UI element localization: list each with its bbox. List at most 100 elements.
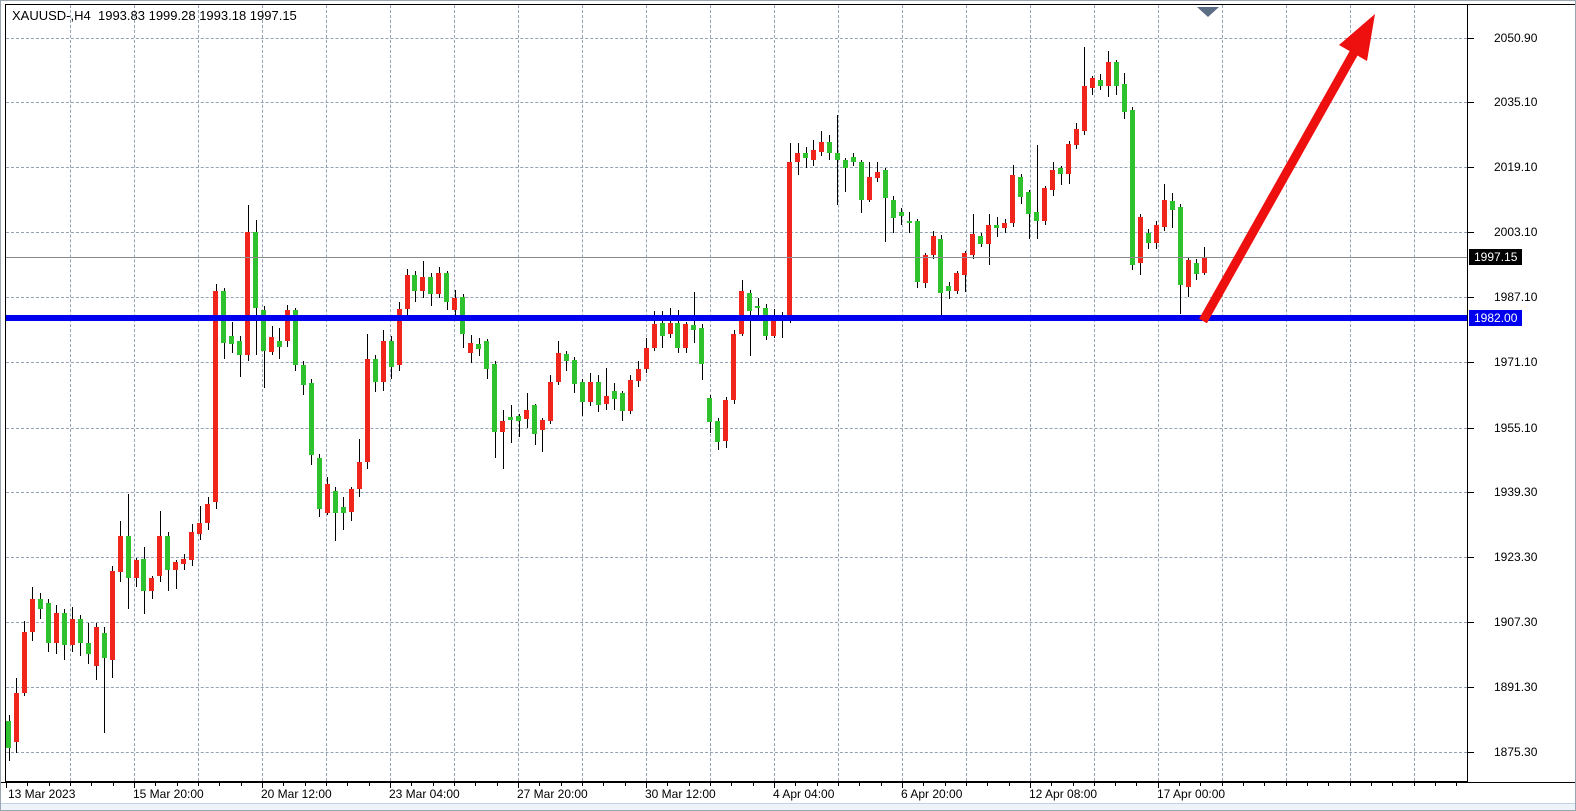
time-tick — [1349, 783, 1351, 786]
candle-up — [1002, 222, 1008, 228]
time-tick — [496, 783, 498, 786]
candle-up — [970, 233, 976, 256]
time-tick — [773, 783, 775, 788]
candle-up — [133, 560, 139, 579]
time-axis[interactable]: 13 Mar 2023 15 Mar 20:00 20 Mar 12:00 23 Ma… — [1, 782, 1575, 803]
candle-wick — [885, 167, 887, 243]
candle-up — [404, 275, 410, 310]
price-tick — [1468, 621, 1474, 623]
candle-down — [276, 340, 282, 347]
candle-down — [165, 535, 171, 571]
candle-down — [755, 305, 761, 308]
price-tick — [1468, 38, 1474, 39]
v-gridline — [1414, 5, 1415, 781]
candle-down — [595, 381, 601, 406]
price-label: 1955.10 — [1494, 420, 1538, 435]
candle-up — [739, 290, 745, 334]
candle-up — [1201, 256, 1207, 273]
candle-up — [1081, 85, 1087, 131]
price-axis[interactable]: 2050.90 2035.10 2019.10 2003.10 1987.10 1971.… — [1468, 4, 1575, 782]
time-tick — [859, 783, 861, 786]
time-tick — [91, 783, 93, 786]
price-tick — [1468, 362, 1474, 364]
time-tick — [1285, 783, 1287, 786]
price-tick — [1468, 427, 1474, 429]
time-tick — [1157, 783, 1159, 788]
candle-down — [675, 323, 681, 348]
candle-wick — [901, 208, 903, 225]
candle-down — [484, 341, 490, 370]
time-tick — [709, 783, 711, 786]
time-label: 6 Apr 20:00 — [901, 787, 963, 801]
time-tick — [987, 783, 989, 786]
candle-up — [723, 400, 729, 441]
candle-down — [938, 238, 944, 293]
candle-down — [747, 292, 753, 312]
candle-down — [1177, 206, 1183, 285]
time-tick — [48, 783, 50, 786]
time-tick — [240, 783, 242, 786]
candle-up — [930, 235, 936, 256]
time-tick — [539, 783, 541, 786]
v-gridline — [134, 5, 135, 781]
candle-wick — [510, 405, 512, 443]
h-gridline — [6, 686, 1467, 688]
candle-up — [396, 309, 402, 365]
candle-up — [93, 627, 99, 666]
v-gridline — [838, 5, 839, 781]
h-gridline — [6, 297, 1467, 299]
time-tick — [923, 783, 925, 786]
candle-down — [229, 336, 235, 345]
h-gridline — [6, 621, 1467, 623]
time-tick — [795, 783, 797, 786]
time-tick — [517, 783, 519, 788]
candle-up — [651, 324, 657, 348]
chart-area[interactable]: XAUUSD-,H4 1993.83 1999.28 1993.18 1997.… — [5, 4, 1468, 782]
candle-up — [922, 254, 928, 283]
time-tick — [6, 783, 7, 788]
candle-up — [29, 598, 35, 633]
candle-up — [547, 381, 553, 421]
v-gridline — [390, 5, 391, 781]
candle-wick — [175, 560, 177, 589]
candle-up — [69, 619, 75, 646]
candle-down — [1026, 192, 1032, 215]
time-tick — [1179, 783, 1181, 786]
v-gridline — [1350, 5, 1351, 781]
v-gridline — [262, 5, 263, 781]
time-tick — [1307, 783, 1309, 786]
candle-up — [874, 171, 880, 178]
v-gridline — [774, 5, 775, 781]
candle-down — [850, 157, 856, 162]
candle-down — [763, 307, 769, 337]
time-label: 23 Mar 04:00 — [389, 787, 460, 801]
time-tick — [304, 783, 306, 786]
up-trend-arrow[interactable] — [6, 5, 1469, 783]
time-tick — [1371, 783, 1373, 786]
window-bottom-edge — [1, 803, 1575, 810]
chart-symbol-timeframe: XAUUSD-,H4 — [12, 8, 91, 23]
candle-down — [611, 391, 617, 400]
candle-down — [826, 142, 832, 154]
price-tick — [1468, 556, 1474, 558]
candle-up — [1161, 199, 1167, 228]
candle-down — [101, 633, 107, 659]
support-trendline-1982[interactable] — [6, 315, 1467, 322]
candle-up — [539, 419, 545, 430]
time-tick — [1221, 783, 1223, 786]
h-gridline — [6, 427, 1467, 429]
candle-down — [579, 381, 585, 403]
candle-wick — [805, 147, 807, 168]
time-tick — [1200, 783, 1202, 786]
time-tick — [197, 783, 199, 786]
candle-wick — [1028, 190, 1030, 240]
v-gridline — [1030, 5, 1031, 781]
candle-up — [364, 358, 370, 463]
candle-up — [213, 291, 219, 502]
time-tick — [69, 783, 71, 786]
v-gridline — [646, 5, 647, 781]
candle-down — [691, 325, 697, 331]
candle-down — [882, 170, 888, 198]
candle-down — [412, 275, 418, 291]
h-gridline — [6, 491, 1467, 493]
